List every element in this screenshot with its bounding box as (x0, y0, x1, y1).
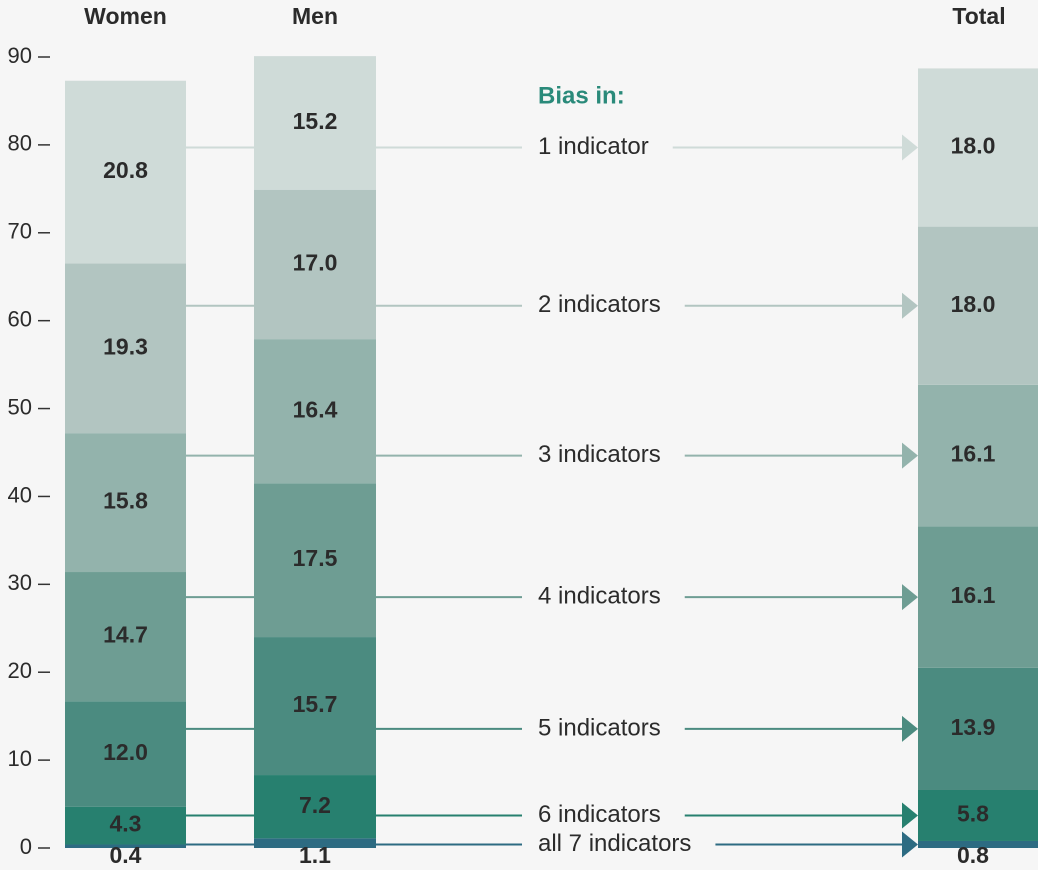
category-label: Men (292, 3, 338, 29)
bar-segment (254, 838, 376, 848)
bar-segment (65, 701, 186, 807)
value-label: 17.0 (293, 249, 338, 275)
value-label: 16.4 (293, 396, 338, 422)
arrow (902, 584, 918, 611)
bar-segment (65, 572, 186, 702)
value-label: 12.0 (103, 739, 148, 765)
value-label: 15.2 (293, 108, 338, 134)
bar-segment (65, 80, 186, 264)
value-label: 13.9 (951, 714, 996, 740)
value-label: 18.0 (951, 133, 996, 159)
arrow (902, 134, 918, 161)
bar-segment (918, 840, 1038, 848)
category-label: Women (84, 3, 167, 29)
value-label: 16.1 (951, 582, 996, 608)
value-label: 17.5 (293, 545, 338, 571)
value-label: 14.7 (103, 622, 148, 648)
bar-segment (254, 339, 376, 484)
category-label: Total (952, 3, 1005, 29)
value-label: 16.1 (951, 441, 996, 467)
value-label: 15.8 (103, 488, 148, 514)
legend-label: 4 indicators (538, 582, 661, 609)
y-tick-label: 40 (8, 482, 32, 507)
y-tick-label: 30 (8, 570, 32, 595)
bar-segment (918, 384, 1038, 527)
bar-segment (254, 189, 376, 340)
bar-segment (65, 263, 186, 434)
y-tick-label: 0 (20, 834, 32, 859)
value-label: 20.8 (103, 157, 148, 183)
value-label: 0.4 (110, 842, 142, 868)
bar-segment (918, 68, 1038, 227)
y-tick-label: 90 (8, 43, 32, 68)
legend-label: 3 indicators (538, 441, 661, 468)
bar-segment (918, 667, 1038, 790)
legend-title: Bias in: (538, 82, 625, 109)
bar-segment (918, 789, 1038, 841)
y-tick-label: 50 (8, 394, 32, 419)
y-tick-label: 70 (8, 219, 32, 244)
arrow (902, 802, 918, 829)
y-tick-label: 10 (8, 746, 32, 771)
bar-segment (254, 56, 376, 190)
bar-segment (65, 433, 186, 573)
legend-label: 6 indicators (538, 801, 661, 828)
value-label: 5.8 (957, 801, 989, 827)
bar-segment (918, 526, 1038, 668)
value-label: 0.8 (957, 842, 989, 868)
y-tick-label: 80 (8, 131, 32, 156)
legend-label: 1 indicator (538, 133, 649, 160)
bar-segment (254, 637, 376, 776)
y-tick-label: 20 (8, 658, 32, 683)
legend-label: 5 indicators (538, 714, 661, 741)
bar-segment (254, 483, 376, 638)
bar-segment (918, 226, 1038, 385)
bar-segment (65, 844, 186, 848)
value-label: 1.1 (299, 842, 331, 868)
legend-label: all 7 indicators (538, 830, 691, 857)
value-label: 7.2 (299, 792, 331, 818)
arrow (902, 292, 918, 319)
value-label: 4.3 (110, 811, 142, 837)
arrow (902, 715, 918, 742)
bar-segment (254, 775, 376, 839)
arrow (902, 831, 918, 858)
arrow (902, 442, 918, 469)
value-label: 15.7 (293, 691, 338, 717)
bar-segment (65, 806, 186, 845)
value-label: 18.0 (951, 291, 996, 317)
value-label: 19.3 (103, 333, 148, 359)
legend-label: 2 indicators (538, 291, 661, 318)
y-tick-label: 60 (8, 306, 32, 331)
